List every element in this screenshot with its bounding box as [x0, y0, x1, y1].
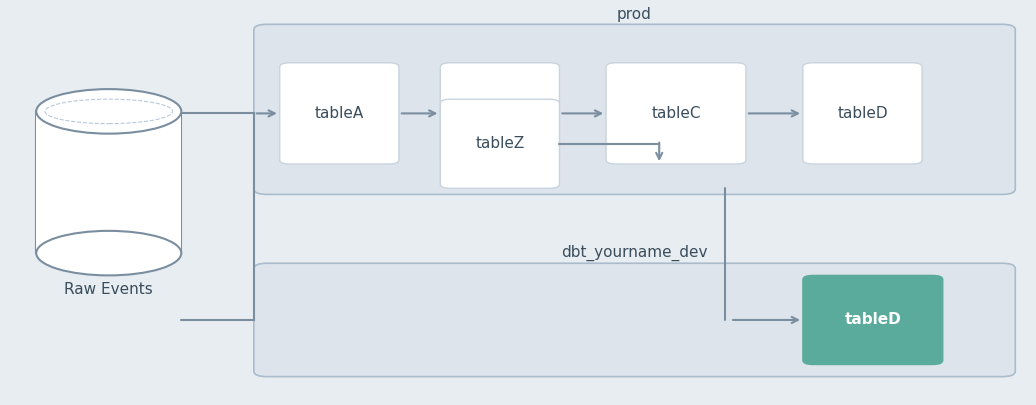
FancyBboxPatch shape	[606, 63, 746, 164]
Text: Raw Events: Raw Events	[64, 282, 153, 297]
Text: tableB: tableB	[476, 106, 524, 121]
FancyBboxPatch shape	[280, 63, 399, 164]
FancyBboxPatch shape	[440, 99, 559, 188]
Text: dbt_yourname_dev: dbt_yourname_dev	[562, 245, 708, 261]
Text: tableC: tableC	[652, 106, 700, 121]
Text: tableZ: tableZ	[476, 136, 524, 151]
Text: tableA: tableA	[315, 106, 364, 121]
FancyBboxPatch shape	[440, 63, 559, 164]
Text: tableD: tableD	[844, 312, 901, 328]
FancyBboxPatch shape	[254, 24, 1015, 194]
Text: prod: prod	[617, 6, 652, 22]
Ellipse shape	[36, 89, 181, 134]
FancyBboxPatch shape	[803, 63, 922, 164]
Text: tableD: tableD	[837, 106, 888, 121]
FancyBboxPatch shape	[803, 275, 943, 364]
Polygon shape	[36, 111, 181, 253]
Ellipse shape	[36, 231, 181, 275]
FancyBboxPatch shape	[254, 263, 1015, 377]
